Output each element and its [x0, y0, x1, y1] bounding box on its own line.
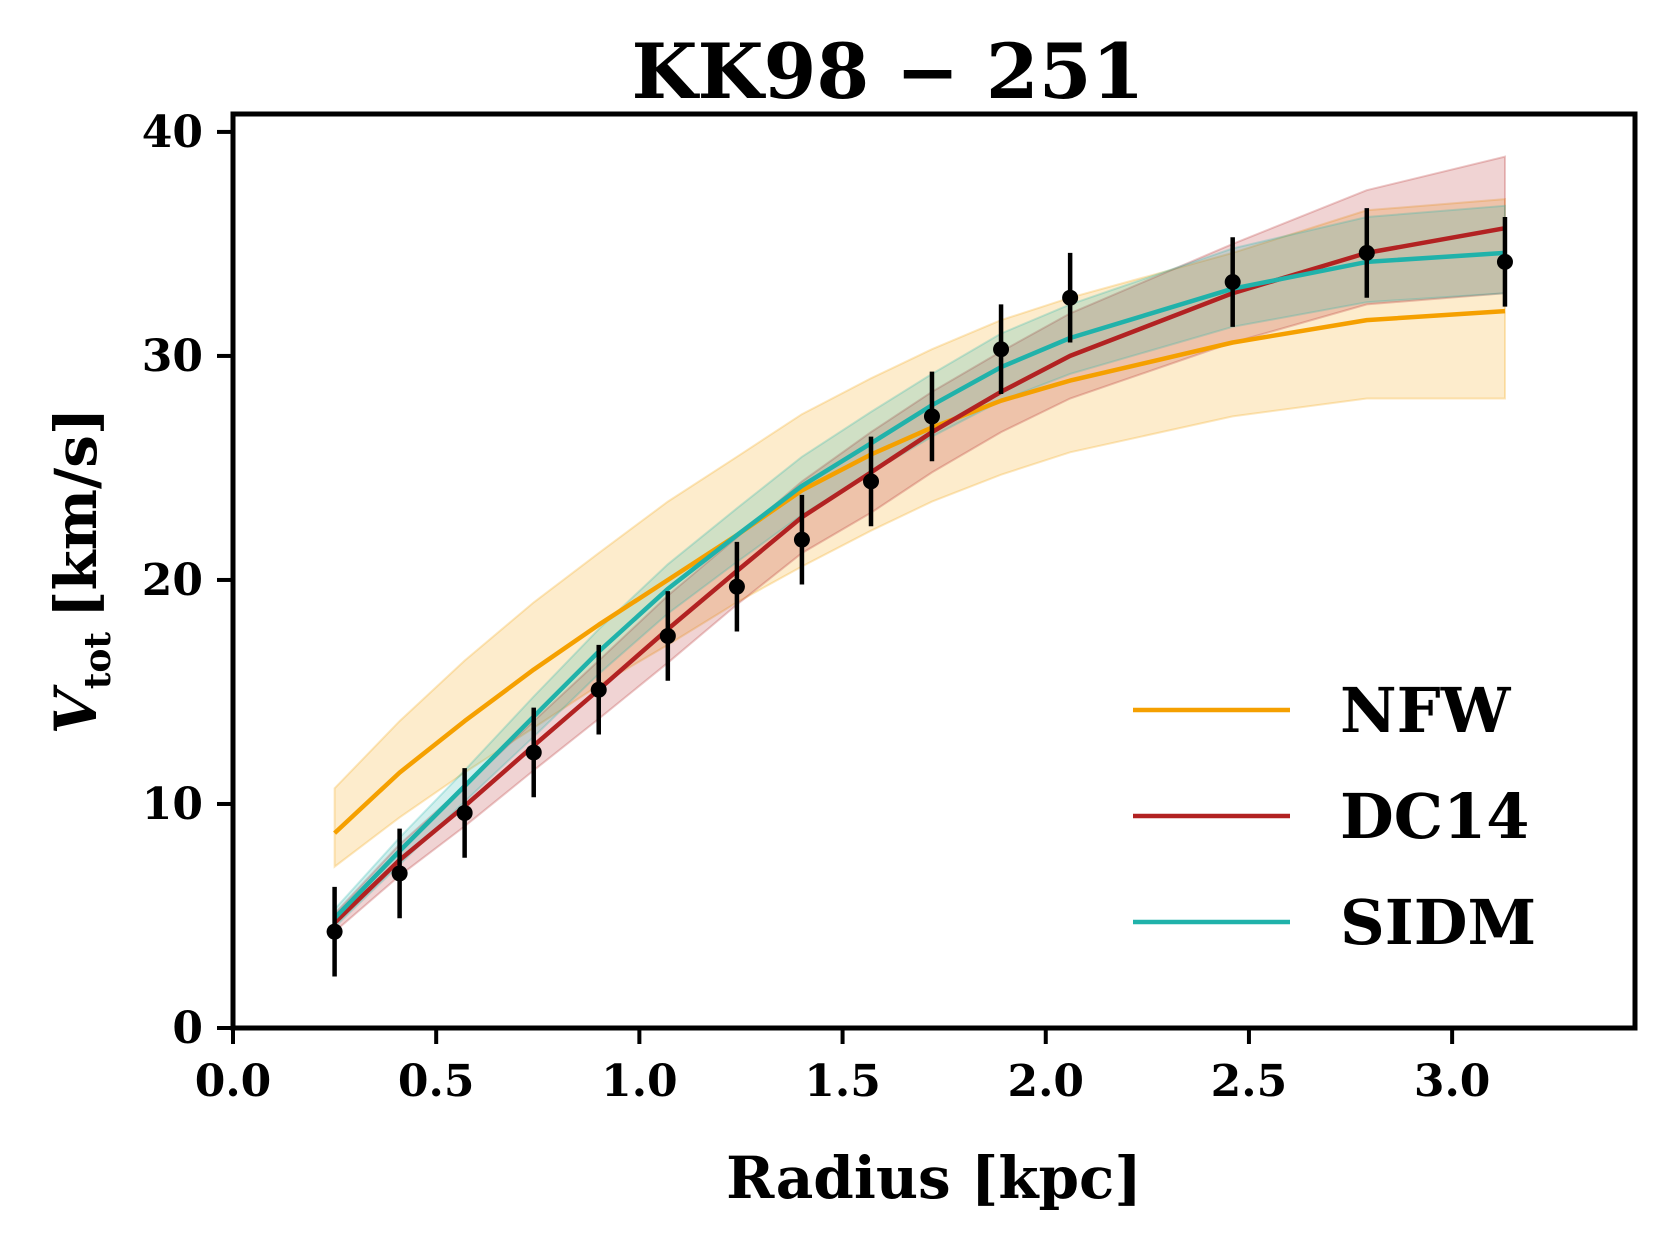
data-point [1358, 244, 1375, 261]
observed-data-points [326, 208, 1513, 977]
y-tick-label: 40 [142, 107, 203, 158]
x-axis-label: Radius [kpc] [726, 1144, 1142, 1212]
legend: NFW DC14 SIDM [1133, 674, 1536, 959]
data-point [863, 473, 880, 490]
data-point [1062, 289, 1079, 306]
legend-label-dc14: DC14 [1340, 780, 1529, 853]
sidm-line [332, 250, 1506, 920]
data-point [728, 578, 745, 595]
y-axis-label-unit: [km/s] [42, 408, 110, 618]
x-tick-label: 0.5 [398, 1056, 475, 1107]
data-point [659, 627, 676, 644]
y-axis-label-sub: tot [77, 632, 119, 690]
data-point [993, 341, 1010, 358]
x-tick-label: 1.5 [804, 1056, 881, 1107]
y-tick-label: 10 [142, 779, 203, 830]
y-axis-label: Vtot [km/s] [42, 408, 119, 735]
data-point [391, 865, 408, 882]
chart-title: KK98 − 251 [631, 27, 1144, 116]
y-axis-label-main: V [42, 684, 110, 734]
y-axis-ticks: 0 10 20 30 40 [142, 107, 233, 1054]
legend-label-nfw: NFW [1340, 674, 1512, 747]
svg-text:Vtot[km/s]: Vtot [km/s] [42, 408, 119, 735]
nfw-line [333, 308, 1506, 835]
data-point [793, 531, 810, 548]
x-tick-label: 1.0 [601, 1056, 678, 1107]
data-point [1224, 274, 1241, 291]
y-tick-label: 20 [142, 555, 203, 606]
x-tick-label: 0.0 [195, 1056, 272, 1107]
data-point [456, 804, 473, 821]
confidence-bands [333, 155, 1506, 934]
data-point [525, 744, 542, 761]
x-axis-ticks: 0.0 0.5 1.0 1.5 2.0 2.5 3.0 [195, 1028, 1491, 1107]
plot-frame [230, 111, 1638, 1031]
x-tick-label: 3.0 [1414, 1056, 1491, 1107]
y-tick-label: 0 [172, 1003, 203, 1054]
data-point [326, 923, 343, 940]
data-point [590, 681, 607, 698]
x-tick-label: 2.5 [1211, 1056, 1288, 1107]
data-point [1496, 253, 1513, 270]
y-tick-label: 30 [142, 331, 203, 382]
x-tick-label: 2.0 [1007, 1056, 1084, 1107]
data-point [923, 408, 940, 425]
legend-label-sidm: SIDM [1340, 886, 1536, 959]
